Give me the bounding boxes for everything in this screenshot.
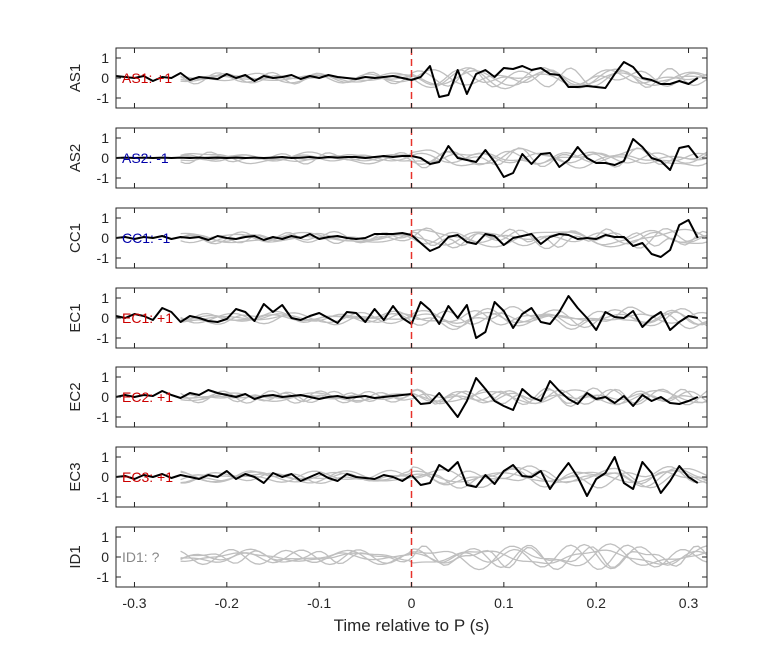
y-tick-label: 1	[101, 449, 109, 465]
x-tick-label: -0.3	[122, 595, 146, 611]
background-trace	[180, 389, 708, 405]
main-trace	[115, 295, 699, 339]
y-tick-label: 1	[101, 290, 109, 306]
background-trace	[180, 470, 708, 484]
panel-ec1: -1 0 1 EC1 EC1: +1	[67, 287, 708, 349]
polarity-annotation: AS2: -1	[122, 150, 169, 166]
background-trace	[180, 544, 708, 570]
panel-ec3: -1 0 1 EC3 EC3: +1	[67, 446, 708, 508]
panel-ylabel: EC3	[67, 462, 84, 491]
background-trace	[180, 311, 708, 324]
main-trace	[115, 377, 699, 418]
y-tick-label: 1	[101, 210, 109, 226]
polarity-annotation: CC1: -1	[122, 230, 170, 246]
main-trace	[115, 138, 699, 178]
y-tick-label: -1	[97, 250, 110, 266]
x-axis-label: Time relative to P (s)	[334, 616, 490, 635]
x-tick-label: 0.1	[494, 595, 514, 611]
y-tick-label: -1	[97, 170, 110, 186]
background-trace	[180, 305, 708, 331]
x-tick-label: 0	[408, 595, 416, 611]
main-trace	[115, 61, 699, 98]
y-tick-label: 0	[101, 549, 109, 565]
panel-ylabel: EC2	[67, 382, 84, 411]
y-tick-label: -1	[97, 409, 110, 425]
background-trace	[180, 469, 708, 485]
polarity-annotation: EC1: +1	[122, 310, 173, 326]
y-tick-label: -1	[97, 569, 110, 585]
panel-ec2: -1 0 1 EC2 EC2: +1	[67, 366, 708, 428]
background-trace	[180, 70, 708, 87]
y-tick-label: 1	[101, 50, 109, 66]
main-trace	[115, 219, 699, 258]
polarity-annotation: EC3: +1	[122, 469, 173, 485]
x-tick-label: -0.2	[215, 595, 239, 611]
polarity-annotation: ID1: ?	[122, 549, 160, 565]
panel-ylabel: CC1	[67, 223, 84, 253]
y-tick-label: 1	[101, 369, 109, 385]
y-tick-label: 0	[101, 389, 109, 405]
y-tick-label: 0	[101, 230, 109, 246]
panel-ylabel: AS1	[67, 64, 84, 92]
y-tick-label: 0	[101, 150, 109, 166]
background-trace	[180, 545, 708, 569]
x-tick-label: -0.1	[307, 595, 331, 611]
y-tick-label: -1	[97, 330, 110, 346]
y-tick-label: 1	[101, 529, 109, 545]
panels-layer: -1 0 1 AS1 AS1: +1 -1 0 1 AS2 AS2: -1 -1 0 1 CC1 CC1: …	[67, 47, 708, 588]
y-tick-label: -1	[97, 90, 110, 106]
y-tick-label: -1	[97, 489, 110, 505]
polarity-annotation: AS1: +1	[122, 70, 172, 86]
panel-ylabel: EC1	[67, 303, 84, 332]
y-tick-label: 1	[101, 130, 109, 146]
background-trace	[180, 549, 708, 565]
background-trace	[180, 69, 708, 87]
background-trace	[180, 543, 708, 571]
x-tick-label: 0.2	[586, 595, 606, 611]
y-tick-label: 0	[101, 310, 109, 326]
panel-id1: -1 0 1 ID1 ID1: ?	[67, 526, 708, 588]
y-tick-label: 0	[101, 469, 109, 485]
panel-ylabel: AS2	[67, 144, 84, 172]
background-trace	[180, 310, 708, 326]
x-axis: -0.3 -0.2 -0.1 0 0.1 0.2 0.3	[122, 595, 698, 611]
y-tick-label: 0	[101, 70, 109, 86]
main-trace	[115, 456, 699, 497]
background-trace	[180, 152, 708, 164]
panel-cc1: -1 0 1 CC1 CC1: -1	[67, 207, 708, 269]
panel-as1: -1 0 1 AS1 AS1: +1	[67, 47, 708, 109]
background-trace	[180, 67, 708, 88]
panel-as2: -1 0 1 AS2 AS2: -1	[67, 127, 708, 189]
polarity-annotation: EC2: +1	[122, 389, 173, 405]
x-tick-label: 0.3	[679, 595, 699, 611]
panel-ylabel: ID1	[67, 545, 84, 568]
